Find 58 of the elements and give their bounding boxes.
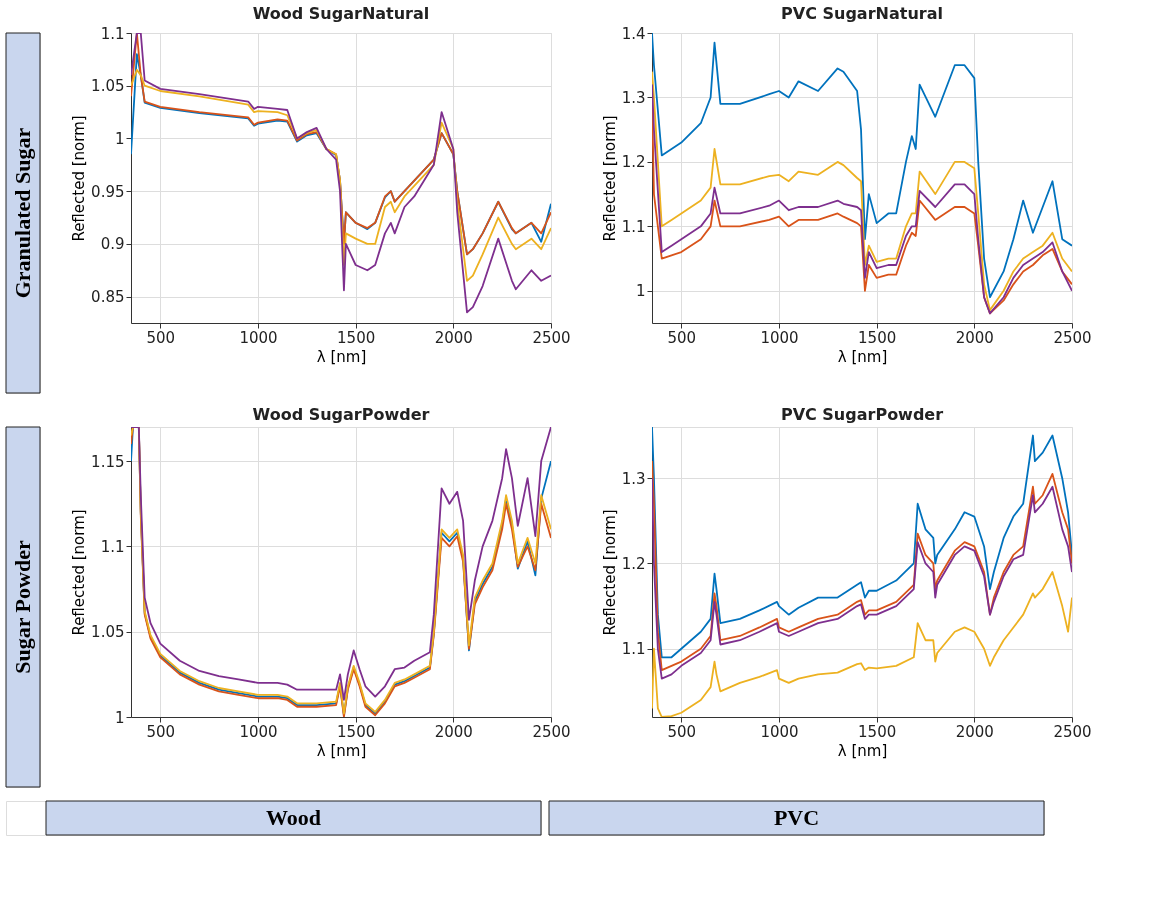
line-series bbox=[652, 427, 1072, 659]
text: Granulated Sugar bbox=[10, 127, 35, 299]
x-tick-label: 1500 bbox=[337, 328, 376, 347]
chart-title: Wood SugarNatural bbox=[252, 4, 430, 23]
y-tick-label: 1.2 bbox=[621, 153, 646, 172]
x-tick-label: 2500 bbox=[532, 328, 571, 347]
x-axis-title: λ [nm] bbox=[316, 347, 367, 366]
text: PVC bbox=[773, 805, 820, 830]
y-tick-label: 0.85 bbox=[91, 288, 125, 307]
text: Sugar Powder bbox=[10, 540, 35, 674]
text: Wood bbox=[265, 805, 322, 830]
x-tick-label: 1500 bbox=[858, 328, 897, 347]
y-tick-label: 1 bbox=[114, 708, 125, 727]
y-axis-title: Reflected [norm] bbox=[600, 509, 619, 636]
x-tick-label: 2500 bbox=[1053, 722, 1092, 741]
x-tick-label: 500 bbox=[667, 722, 697, 741]
x-tick-label: 1500 bbox=[858, 722, 897, 741]
x-tick-label: 2500 bbox=[532, 722, 571, 741]
y-tick-label: 1.05 bbox=[91, 623, 125, 642]
y-tick-label: 1.1 bbox=[100, 537, 125, 556]
x-tick-label: 1000 bbox=[239, 722, 278, 741]
y-axis-title: Reflected [norm] bbox=[70, 509, 89, 636]
y-tick-label: 1.15 bbox=[91, 452, 125, 471]
chart-title: PVC SugarNatural bbox=[781, 4, 943, 23]
line-series bbox=[652, 33, 1072, 299]
y-axis-title: Reflected [norm] bbox=[600, 115, 619, 242]
y-tick-label: 1.1 bbox=[621, 640, 646, 659]
x-tick-label: 1500 bbox=[337, 722, 376, 741]
x-tick-label: 2000 bbox=[434, 328, 473, 347]
y-tick-label: 1.3 bbox=[621, 88, 646, 107]
x-axis-title: λ [nm] bbox=[837, 347, 888, 366]
x-axis-title: λ [nm] bbox=[316, 741, 367, 760]
x-tick-label: 500 bbox=[667, 328, 697, 347]
x-tick-label: 2500 bbox=[1053, 328, 1092, 347]
x-tick-label: 2000 bbox=[434, 722, 473, 741]
y-tick-label: 1.05 bbox=[91, 77, 125, 96]
x-tick-label: 2000 bbox=[955, 722, 994, 741]
chart-title: PVC SugarPowder bbox=[780, 405, 944, 424]
x-tick-label: 2000 bbox=[955, 328, 994, 347]
y-axis-title: Reflected [norm] bbox=[70, 115, 89, 242]
x-tick-label: 1000 bbox=[760, 722, 799, 741]
y-tick-label: 1.1 bbox=[100, 24, 125, 43]
x-tick-label: 500 bbox=[146, 328, 176, 347]
y-tick-label: 1.3 bbox=[621, 469, 646, 488]
x-tick-label: 500 bbox=[146, 722, 176, 741]
line-series bbox=[131, 69, 551, 282]
y-tick-label: 1 bbox=[635, 282, 646, 301]
y-tick-label: 1 bbox=[114, 129, 125, 148]
x-tick-label: 1000 bbox=[239, 328, 278, 347]
y-tick-label: 1.4 bbox=[621, 24, 646, 43]
line-series bbox=[131, 33, 551, 314]
y-tick-label: 1.1 bbox=[621, 217, 646, 236]
y-tick-label: 0.95 bbox=[91, 182, 125, 201]
y-tick-label: 1.2 bbox=[621, 554, 646, 573]
chart-title: Wood SugarPowder bbox=[252, 405, 430, 424]
x-tick-label: 1000 bbox=[760, 328, 799, 347]
y-tick-label: 0.9 bbox=[100, 235, 125, 254]
x-axis-title: λ [nm] bbox=[837, 741, 888, 760]
